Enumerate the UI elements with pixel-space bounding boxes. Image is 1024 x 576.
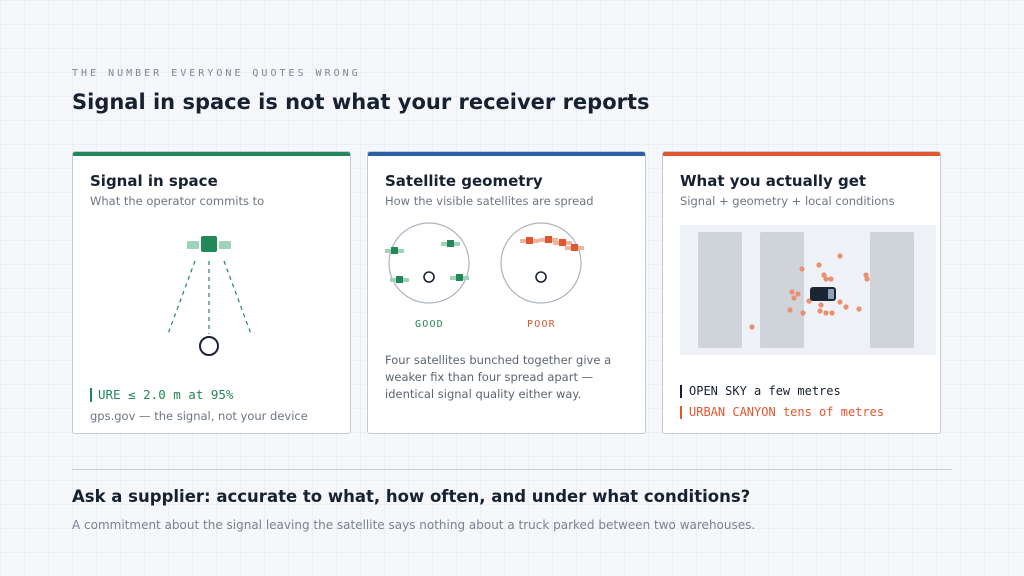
card-subtitle: Signal + geometry + local conditions [680,194,895,208]
card-accent-bar [663,152,940,156]
warehouse-building [698,232,742,348]
card-accent-bar [368,152,645,156]
footer-question: Ask a supplier: accurate to what, how of… [72,487,751,506]
warehouse-building [760,232,804,348]
satellite-icon [565,244,584,251]
card-accent-bar [73,152,350,156]
ure-metric: URE ≤ 2.0 m at 95% [90,388,233,402]
sky-circle-good [388,222,470,304]
card-actual-result: What you actually get Signal + geometry … [662,151,941,434]
signal-diagram [167,236,252,356]
receiver-icon [423,271,435,283]
geometry-description: Four satellites bunched together give a … [385,353,612,401]
footer-note: A commitment about the signal leaving th… [72,518,756,532]
position-fixes [749,253,870,330]
card-title: What you actually get [680,172,867,190]
card-satellite-geometry: Satellite geometry How the visible satel… [367,151,646,434]
satellite-icon [187,236,231,252]
page-title: Signal in space is not what your receive… [72,90,650,114]
open-sky-value: a few metres [754,384,841,398]
card-title: Signal in space [90,172,218,190]
warehouse-building [870,232,914,348]
sky-circle-poor [500,222,582,304]
satellite-icon [520,237,539,244]
receiver-icon [199,336,219,356]
satellite-icon [441,240,460,247]
card-subtitle: What the operator commits to [90,194,265,208]
urban-canyon-row: URBAN CANYON tens of metres [680,406,884,419]
signal-beams [167,260,252,335]
urban-canyon-value: tens of metres [782,405,885,419]
satellite-icon [390,276,409,283]
poor-geometry-label: POOR [527,319,556,330]
open-sky-label: OPEN SKY [689,384,747,398]
satellite-icon [539,236,558,243]
truck-icon [810,287,836,301]
card-signal-in-space: Signal in space What the operator commit… [72,151,351,434]
good-geometry-label: GOOD [415,319,444,330]
satellite-icon [450,274,469,281]
satellite-icon [385,247,404,254]
section-eyebrow: THE NUMBER EVERYONE QUOTES WRONG [72,68,361,79]
card-subtitle: How the visible satellites are spread [385,194,594,208]
urban-scatter-map [680,225,936,355]
receiver-icon [535,271,547,283]
section-divider [72,469,952,470]
urban-canyon-label: URBAN CANYON [689,405,776,419]
open-sky-row: OPEN SKY a few metres [680,385,841,398]
satellite-icon [553,239,572,246]
card-title: Satellite geometry [385,172,543,190]
source-note: gps.gov — the signal, not your device [90,409,308,423]
geometry-diagram [385,222,584,304]
